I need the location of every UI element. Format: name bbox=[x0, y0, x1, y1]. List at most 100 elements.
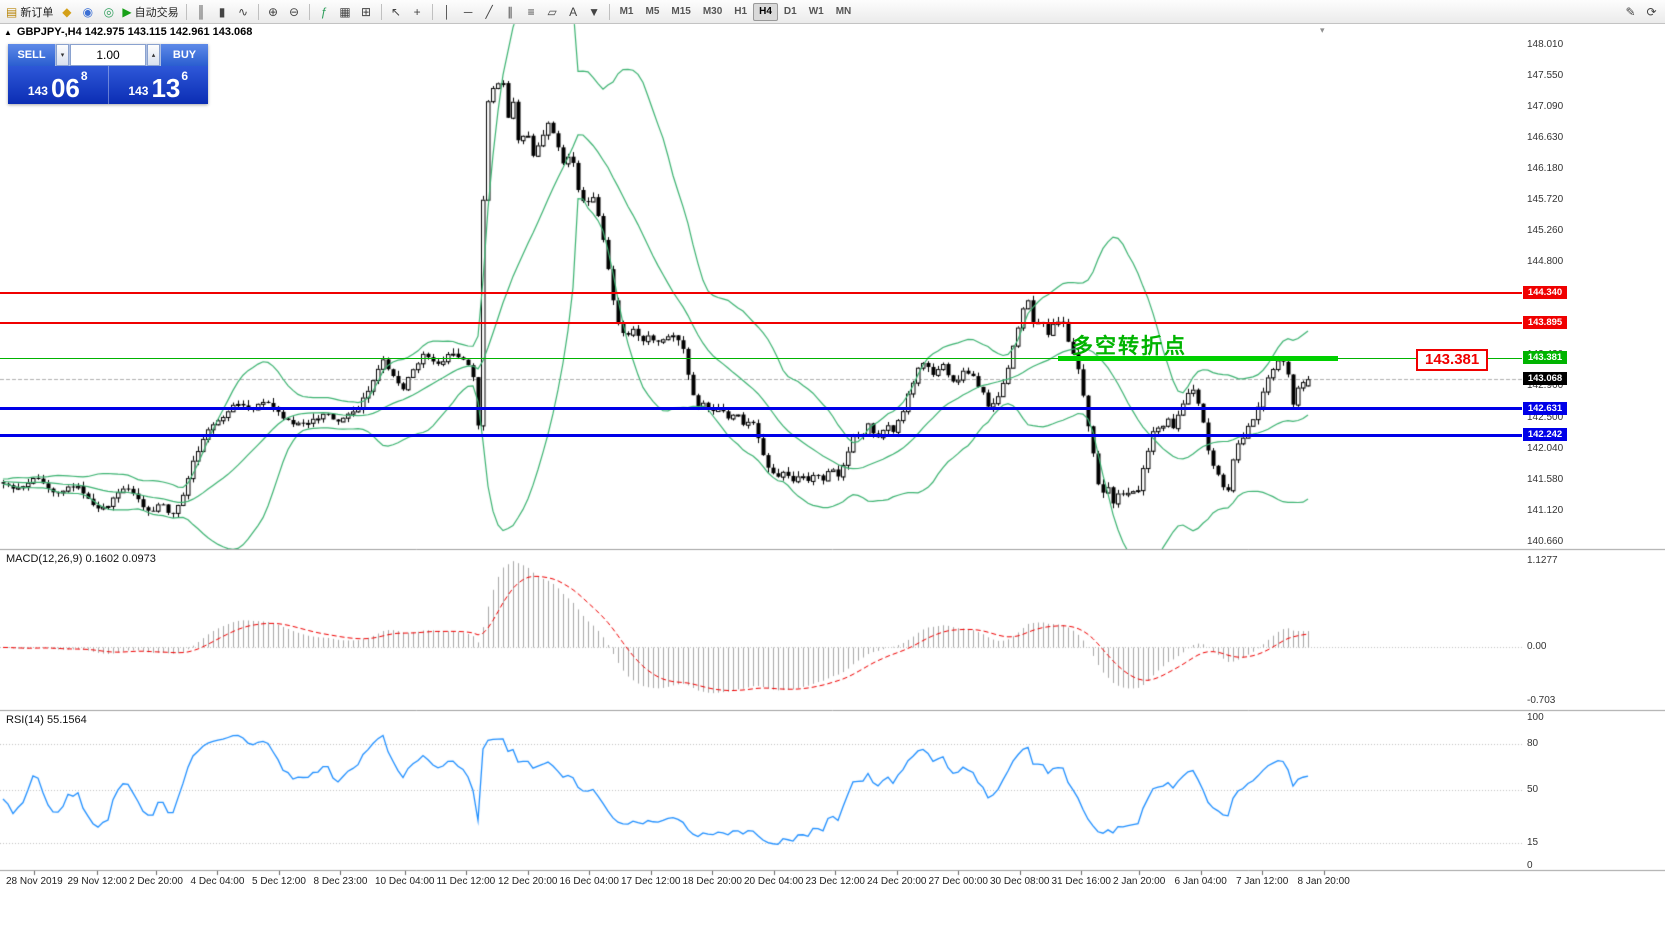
toolbar-separator bbox=[308, 3, 310, 20]
timeframe-m30[interactable]: M30 bbox=[697, 3, 728, 21]
volume-input[interactable] bbox=[70, 44, 146, 66]
pivot-line[interactable] bbox=[0, 357, 1522, 359]
time-axis-label: 12 Dec 20:00 bbox=[498, 876, 558, 887]
price-line-label: 143.895 bbox=[1523, 316, 1567, 330]
sell-price-sup: 8 bbox=[80, 69, 88, 83]
symbol-ohlc-line: ▲ GBPJPY-,H4 142.975 143.115 142.961 143… bbox=[4, 26, 252, 38]
pivot-annotation-text[interactable]: 多空转折点 bbox=[1072, 335, 1187, 358]
trendline-icon: ╱ bbox=[485, 4, 493, 19]
bar-chart-button[interactable]: ║ bbox=[191, 2, 212, 22]
shapes-icon: ▱ bbox=[547, 4, 557, 19]
timeframe-w1[interactable]: W1 bbox=[803, 3, 830, 21]
chevron-collapse-icon[interactable]: ▲ bbox=[4, 27, 12, 37]
timeframe-h4[interactable]: H4 bbox=[753, 2, 778, 21]
timeframe-m1[interactable]: M1 bbox=[614, 3, 640, 21]
resistance-line-upper[interactable] bbox=[0, 292, 1522, 295]
candlestick-chart-button[interactable]: ▮ bbox=[212, 2, 233, 22]
price-line-label: 142.631 bbox=[1523, 401, 1567, 415]
time-axis-label: 30 Dec 08:00 bbox=[990, 876, 1050, 887]
time-axis-label: 24 Dec 20:00 bbox=[867, 876, 927, 887]
cursor-icon: ↖ bbox=[391, 4, 402, 19]
navigator-button[interactable]: ◎ bbox=[98, 2, 119, 22]
vertical-line-button[interactable]: │ bbox=[437, 2, 458, 22]
macd-axis-label: -0.703 bbox=[1527, 695, 1556, 707]
arrow-tools-icon: ▼ bbox=[588, 4, 601, 19]
sell-price[interactable]: 143 06 8 bbox=[8, 66, 108, 104]
timeframe-m5[interactable]: M5 bbox=[639, 3, 665, 21]
sell-button[interactable]: SELL bbox=[8, 44, 55, 66]
timeframe-d1[interactable]: D1 bbox=[778, 3, 803, 21]
zoom-out-button[interactable]: ⊖ bbox=[284, 2, 305, 22]
market-watch-button[interactable]: ◉ bbox=[77, 2, 98, 22]
volume-decrease-button[interactable]: ▾ bbox=[56, 44, 69, 66]
price-axis-label: 147.550 bbox=[1527, 70, 1564, 82]
volume-increase-button[interactable]: ▴ bbox=[147, 44, 160, 66]
text-icon: A bbox=[569, 4, 578, 19]
autotrading-button[interactable]: ▶ 自动交易 bbox=[119, 2, 181, 22]
horizontal-line-icon: ─ bbox=[463, 4, 473, 19]
tile-windows-button[interactable]: ▦ bbox=[335, 2, 356, 22]
rsi-axis-label: 50 bbox=[1527, 783, 1539, 795]
folder-icon: ◆ bbox=[62, 4, 72, 19]
fibonacci-icon: ≡ bbox=[527, 4, 535, 19]
price-axis-label: 147.090 bbox=[1527, 101, 1564, 113]
one-click-header-row: SELL ▾ ▴ BUY bbox=[8, 44, 208, 66]
chart-shift-marker[interactable]: ▾ bbox=[1320, 25, 1325, 35]
time-axis-label: 8 Dec 23:00 bbox=[313, 876, 368, 887]
resistance-line-lower[interactable] bbox=[0, 322, 1522, 325]
crosshair-icon: + bbox=[413, 4, 421, 19]
arrow-tools-button[interactable]: ▼ bbox=[584, 2, 605, 22]
macd-label: MACD(12,26,9) 0.1602 0.0973 bbox=[6, 553, 156, 565]
support-line-upper[interactable] bbox=[0, 407, 1522, 411]
buy-price-sup: 6 bbox=[181, 69, 189, 83]
timeframe-mn[interactable]: MN bbox=[830, 3, 858, 21]
cursor-button[interactable]: ↖ bbox=[386, 2, 407, 22]
crosshair-button[interactable]: + bbox=[407, 2, 428, 22]
time-axis-label: 11 Dec 12:00 bbox=[436, 876, 496, 887]
fibonacci-button[interactable]: ≡ bbox=[521, 2, 542, 22]
indicators-button[interactable]: ƒ bbox=[314, 2, 335, 22]
globe-icon: ◉ bbox=[82, 4, 94, 19]
pivot-line-bold-segment[interactable] bbox=[1058, 355, 1338, 361]
support-line-lower[interactable] bbox=[0, 433, 1522, 437]
new-order-icon: ▤ bbox=[6, 4, 18, 19]
horizontal-line-button[interactable]: ─ bbox=[458, 2, 479, 22]
line-chart-button[interactable]: ∿ bbox=[233, 2, 254, 22]
macd-axis-label: 1.1277 bbox=[1527, 555, 1558, 567]
one-click-price-row: 143 06 8 143 13 6 bbox=[8, 66, 208, 104]
refresh-button[interactable]: ⟳ bbox=[1641, 2, 1662, 22]
channel-button[interactable]: ∥ bbox=[500, 2, 521, 22]
edit-button[interactable]: ✎ bbox=[1620, 2, 1641, 22]
candlestick-icon: ▮ bbox=[218, 4, 226, 19]
timeframe-m15[interactable]: M15 bbox=[665, 3, 696, 21]
buy-button[interactable]: BUY bbox=[161, 44, 208, 66]
shapes-button[interactable]: ▱ bbox=[542, 2, 563, 22]
buy-price[interactable]: 143 13 6 bbox=[107, 66, 209, 104]
text-button[interactable]: A bbox=[563, 2, 584, 22]
time-axis-label: 27 Dec 00:00 bbox=[928, 876, 989, 887]
sell-price-prefix: 143 bbox=[27, 84, 48, 98]
rsi-axis-label: 15 bbox=[1527, 837, 1539, 849]
price-line-label: 142.242 bbox=[1523, 428, 1567, 442]
buy-price-prefix: 143 bbox=[128, 84, 149, 98]
time-axis-label: 18 Dec 20:00 bbox=[682, 876, 743, 887]
new-order-button[interactable]: ▤ 新订单 bbox=[3, 2, 56, 22]
timeframe-h1[interactable]: H1 bbox=[728, 3, 753, 21]
time-axis-label: 17 Dec 12:00 bbox=[621, 876, 681, 887]
grid-icon: ⊞ bbox=[361, 4, 372, 19]
rsi-axis-label: 0 bbox=[1527, 860, 1533, 871]
grid-button[interactable]: ⊞ bbox=[356, 2, 377, 22]
chart-profiles-button[interactable]: ◆ bbox=[56, 2, 77, 22]
bar-chart-icon: ║ bbox=[196, 4, 206, 19]
trendline-button[interactable]: ╱ bbox=[479, 2, 500, 22]
time-axis-label: 10 Dec 04:00 bbox=[375, 876, 435, 887]
price-axis-label: 142.500 bbox=[1527, 411, 1564, 423]
zoom-in-button[interactable]: ⊕ bbox=[263, 2, 284, 22]
zoom-out-icon: ⊖ bbox=[289, 4, 300, 19]
pivot-price-floating-label[interactable]: 143.381 bbox=[1416, 349, 1489, 371]
navigator-icon: ◎ bbox=[103, 4, 115, 19]
sell-price-big: 06 bbox=[50, 73, 80, 103]
price-axis-label: 146.630 bbox=[1527, 132, 1564, 144]
